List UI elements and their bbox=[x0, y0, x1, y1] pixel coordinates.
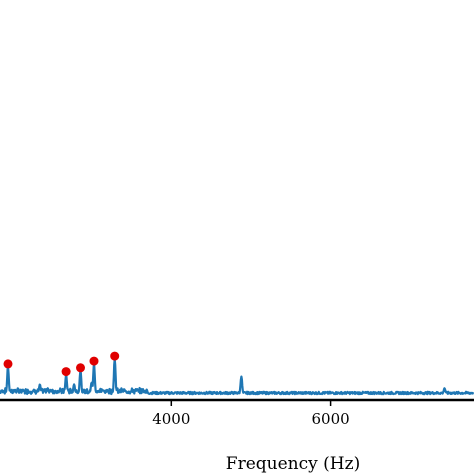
peak-marker-5 bbox=[110, 351, 120, 361]
x-axis-ticks: 4000 6000 bbox=[152, 400, 350, 428]
x-tick-label-4000: 4000 bbox=[152, 410, 190, 428]
peak-marker-4 bbox=[89, 356, 99, 366]
spectrum-line bbox=[0, 358, 474, 396]
peak-marker-1 bbox=[3, 359, 13, 369]
x-tick-label-6000: 6000 bbox=[312, 410, 350, 428]
peak-markers bbox=[3, 351, 120, 377]
x-axis-label: Frequency (Hz) bbox=[226, 454, 360, 474]
peak-marker-3 bbox=[76, 363, 85, 373]
series-layer bbox=[0, 358, 474, 396]
peak-marker-2 bbox=[61, 367, 71, 377]
